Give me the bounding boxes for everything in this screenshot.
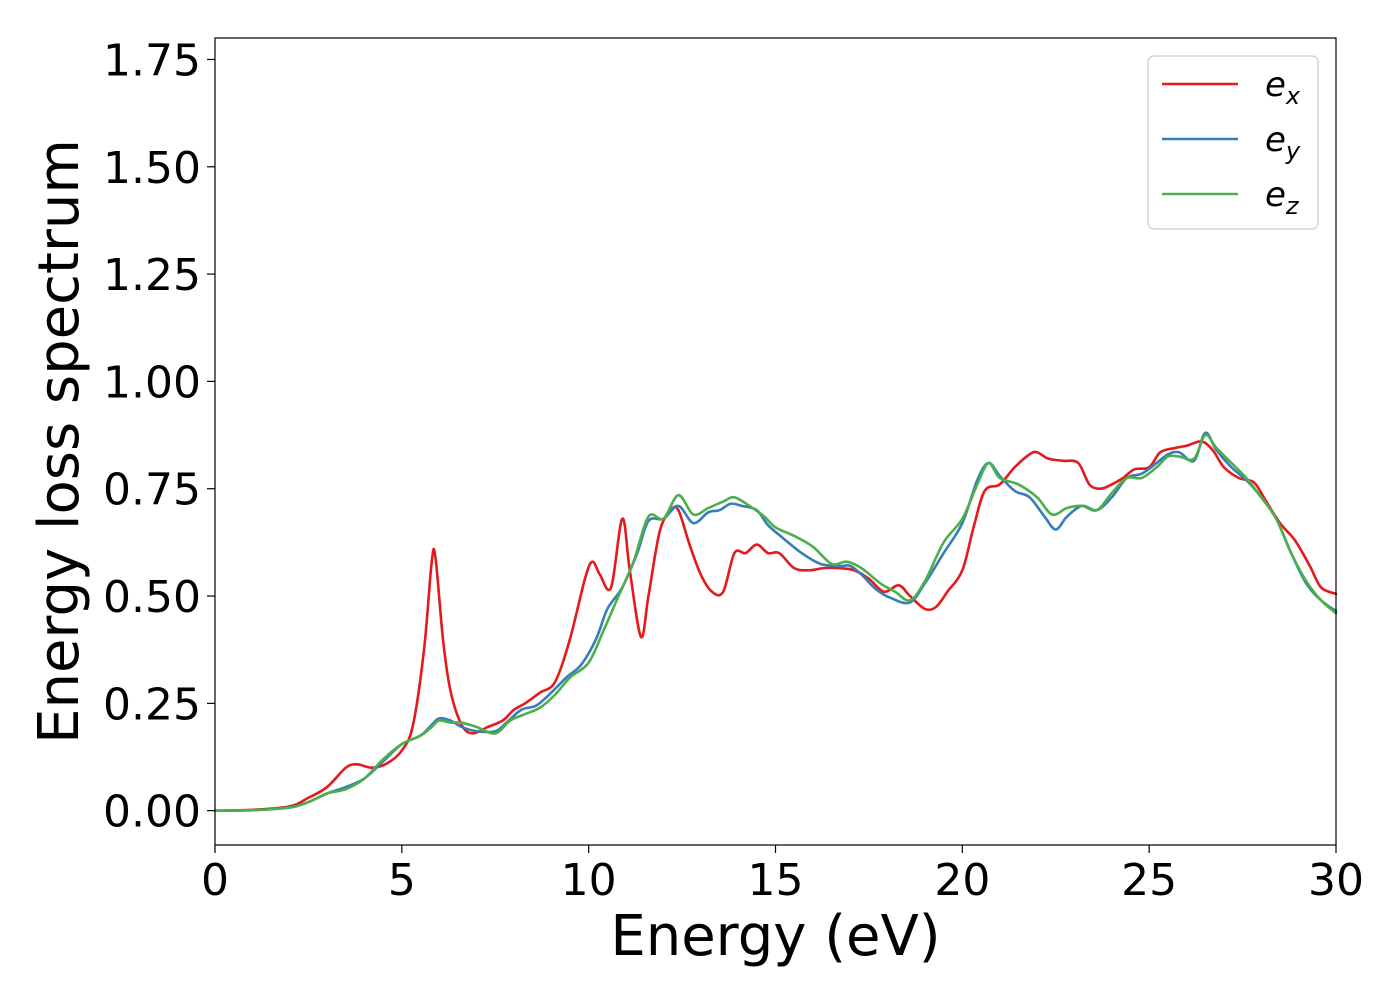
legend-label-ey: ey [1265,120,1301,165]
legend-label-subscript: z [1285,192,1300,220]
legend-label-ex: ex [1265,65,1301,110]
x-tick-label: 25 [1121,855,1177,906]
y-tick-label: 0.00 [103,787,201,838]
y-axis-title: Energy loss spectrum [27,139,92,744]
series-line-ey [213,431,1338,812]
series-line-ez [213,433,1338,812]
legend-box [1147,55,1319,230]
y-tick-label: 0.25 [103,679,201,730]
x-tick-label: 0 [201,855,229,906]
y-tick-label: 1.00 [103,357,201,408]
y-tick-label: 0.75 [103,465,201,516]
legend-label-base: e [1265,65,1286,105]
y-axis: 0.00 0.25 0.50 0.75 1.00 1.25 1.50 1.75 [103,35,215,838]
x-axis: 0 5 10 15 20 25 30 [201,845,1364,906]
x-tick-label: 5 [388,855,416,906]
legend-label-base: e [1265,120,1286,160]
legend-label-subscript: x [1285,82,1301,110]
legend-label-base: e [1265,175,1286,215]
legend-label-ez: ez [1265,175,1300,220]
x-tick-label: 10 [561,855,617,906]
y-tick-label: 1.50 [103,143,201,194]
legend-label-subscript: y [1285,137,1301,165]
series-layer [213,431,1338,812]
y-tick-label: 0.50 [103,572,201,623]
x-axis-title: Energy (eV) [610,904,940,969]
y-tick-label: 1.75 [103,35,201,86]
x-tick-label: 15 [748,855,804,906]
series-line-ex [213,440,1338,812]
x-tick-label: 30 [1308,855,1364,906]
x-tick-label: 20 [934,855,990,906]
y-tick-label: 1.25 [103,250,201,301]
